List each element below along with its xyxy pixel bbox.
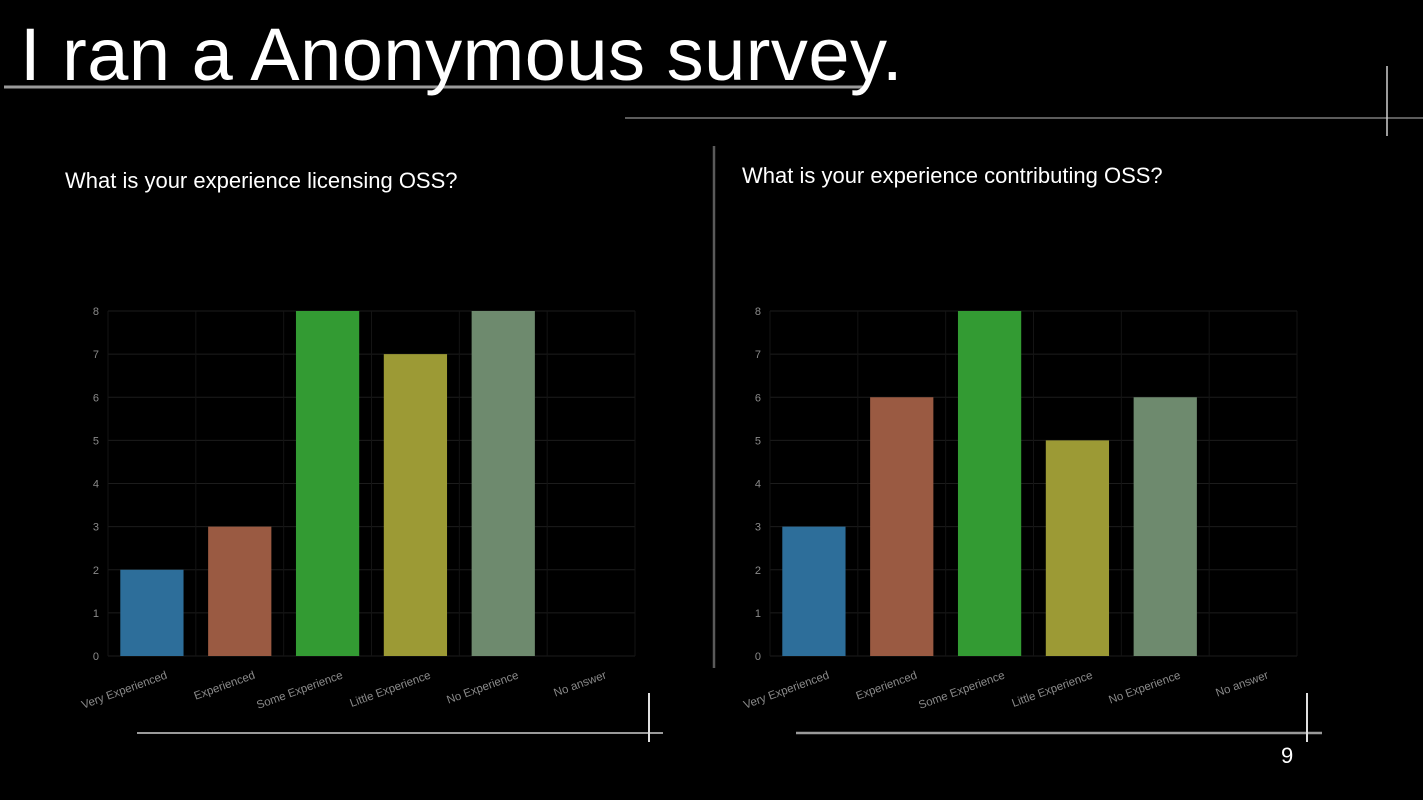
contributing-y-tick-label: 2 xyxy=(755,565,761,577)
licensing-grid xyxy=(107,310,636,657)
contributing-bar-some-experience xyxy=(957,311,1022,656)
licensing-bar-experienced xyxy=(208,526,272,656)
licensing-x-tick-label: No answer xyxy=(552,669,608,699)
contributing-x-tick-label: Very Experienced xyxy=(742,670,831,712)
slide-title: I ran a Anonymous survey. xyxy=(20,13,904,96)
licensing-x-tick-label: Little Experience xyxy=(348,670,432,710)
licensing-y-tick-label: 5 xyxy=(93,435,99,447)
licensing-bar-little-experience xyxy=(383,354,448,656)
licensing-bar-very-experienced xyxy=(120,569,184,656)
licensing-y-tick-label: 6 xyxy=(93,392,99,404)
licensing-x-tick-label: No Experience xyxy=(445,670,520,707)
licensing-y-tick-label: 7 xyxy=(93,349,99,361)
licensing-x-tick-label: Experienced xyxy=(193,670,257,703)
contributing-x-tick-label: Little Experience xyxy=(1010,670,1094,710)
contributing-x-tick-label: Some Experience xyxy=(917,670,1006,712)
licensing-y-tick-label: 1 xyxy=(93,608,99,620)
chart-title-licensing: What is your experience licensing OSS? xyxy=(65,168,458,193)
contributing-bar-little-experience xyxy=(1045,440,1110,656)
contributing-y-tick-label: 4 xyxy=(755,479,761,491)
licensing-bar-some-experience xyxy=(295,311,360,656)
page-number: 9 xyxy=(1281,743,1294,768)
contributing-y-tick-label: 5 xyxy=(755,435,761,447)
licensing-y-tick-label: 2 xyxy=(93,565,99,577)
contributing-bar-experienced xyxy=(870,397,934,656)
bar-chart-licensing: 0 1 2 3 4 5 6 7 8 Very Experienced ExperiencedSome… xyxy=(80,306,636,712)
contributing-x-tick-label: No answer xyxy=(1214,669,1270,699)
contributing-bar-no-experience xyxy=(1133,397,1197,656)
contributing-y-tick-label: 1 xyxy=(755,608,761,620)
licensing-y-tick-label: 8 xyxy=(93,306,99,318)
contributing-y-tick-label: 0 xyxy=(755,651,761,663)
contributing-x-tick-label: Experienced xyxy=(855,670,919,703)
licensing-y-tick-label: 0 xyxy=(93,651,99,663)
contributing-y-tick-label: 7 xyxy=(755,349,761,361)
bar-chart-contributing: 0 1 2 3 4 5 6 7 8 Very Experienced ExperiencedSome… xyxy=(742,306,1298,712)
contributing-y-tick-label: 6 xyxy=(755,392,761,404)
licensing-y-tick-label: 4 xyxy=(93,479,99,491)
contributing-x-tick-label: No Experience xyxy=(1107,670,1182,707)
licensing-bar-no-experience xyxy=(471,311,535,656)
contributing-y-tick-label: 3 xyxy=(755,522,761,534)
contributing-y-tick-label: 8 xyxy=(755,306,761,318)
chart-title-contributing: What is your experience contributing OSS… xyxy=(742,163,1163,188)
contributing-bar-very-experienced xyxy=(782,526,846,656)
licensing-x-tick-label: Some Experience xyxy=(255,670,344,712)
licensing-x-tick-label: Very Experienced xyxy=(80,670,169,712)
contributing-grid xyxy=(769,310,1298,657)
licensing-y-tick-label: 3 xyxy=(93,522,99,534)
